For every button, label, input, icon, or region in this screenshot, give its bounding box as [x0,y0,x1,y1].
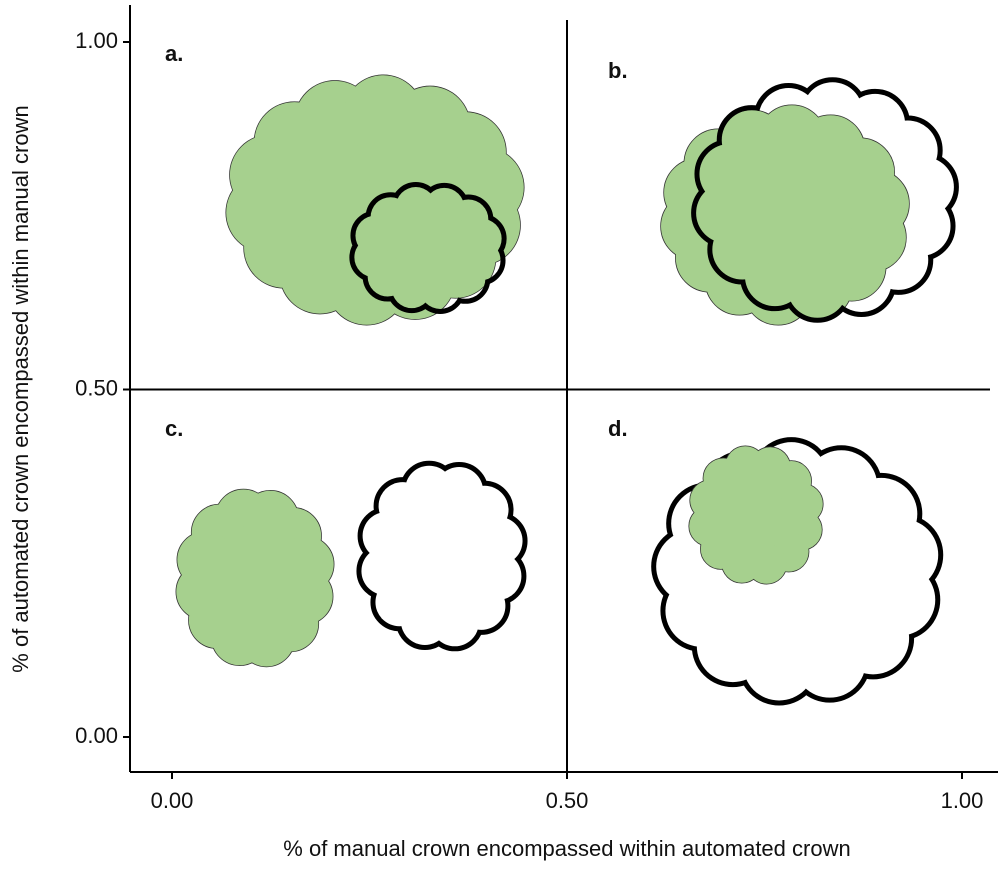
x-axis-title: % of manual crown encompassed within aut… [283,836,850,861]
panel-label: c. [165,416,183,441]
manual-crown [688,445,824,585]
crown-illustrations [175,74,959,706]
panel-label: b. [608,58,628,83]
y-tick-label: 0.50 [75,375,118,400]
x-tick-label: 1.00 [941,788,984,813]
panel-label: d. [608,416,628,441]
x-tick-label: 0.00 [151,788,194,813]
automated-crown [356,460,528,652]
automated-crown [349,182,507,314]
x-tick-label: 0.50 [546,788,589,813]
y-tick-label: 0.00 [75,723,118,748]
automated-crown [691,77,959,323]
axes: 0.00 0.50 1.00 0.00 0.50 1.00 a. b. c. d. [75,5,998,813]
panel-label: a. [165,41,183,66]
y-tick-label: 1.00 [75,28,118,53]
y-axis-title: % of automated crown encompassed within … [8,105,33,672]
manual-crown [175,488,335,668]
